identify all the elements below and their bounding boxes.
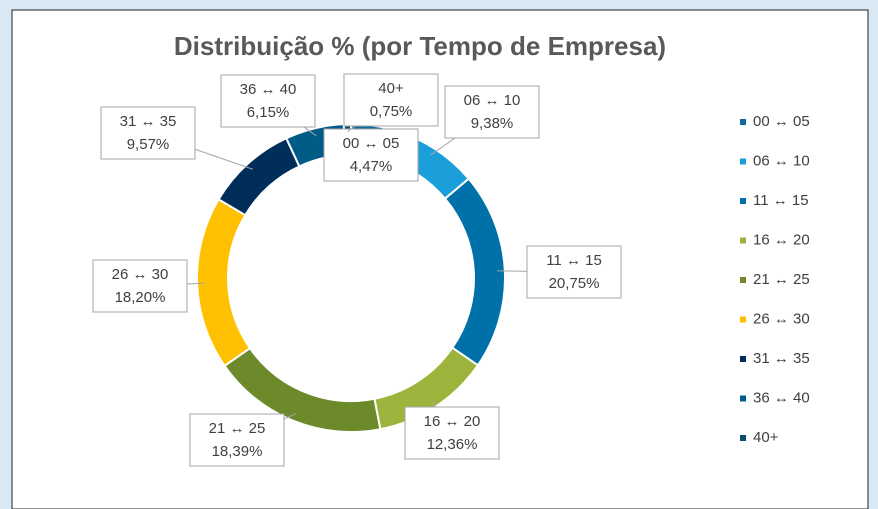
legend-label: 21 ↔ 25	[753, 271, 810, 288]
legend-marker	[740, 237, 746, 244]
data-label-box	[323, 128, 419, 182]
data-label-category: 21 ↔ 25	[209, 420, 266, 437]
data-label-category: 31 ↔ 35	[120, 113, 177, 130]
legend-label: 36 ↔ 40	[753, 389, 810, 406]
data-label-box	[526, 245, 622, 299]
data-label-category: 06 ↔ 10	[464, 92, 521, 109]
legend-label: 06 ↔ 10	[753, 152, 810, 169]
data-label-category: 11 ↔ 15	[546, 252, 602, 269]
data-label-box	[444, 85, 540, 139]
data-label-box	[220, 74, 316, 128]
data-label-value: 12,36%	[427, 436, 478, 453]
legend-marker	[740, 277, 746, 283]
data-label-box	[189, 413, 285, 467]
legend-marker	[740, 198, 746, 204]
legend-label: 16 ↔ 20	[753, 231, 810, 248]
data-label-value: 4,47%	[350, 158, 393, 175]
legend-marker	[740, 158, 746, 165]
legend-label: 00 ↔ 05	[753, 113, 810, 130]
data-label-category: 40+	[378, 80, 404, 97]
data-label-value: 18,39%	[212, 443, 263, 460]
legend-label: 31 ↔ 35	[753, 350, 810, 367]
legend-marker	[740, 119, 746, 125]
data-label-value: 9,38%	[471, 115, 514, 132]
legend-marker	[740, 356, 746, 362]
data-label-box	[100, 106, 196, 160]
legend-marker	[740, 435, 746, 441]
legend-marker	[740, 316, 746, 323]
data-label-category: 00 ↔ 05	[343, 135, 400, 152]
data-label-value: 18,20%	[115, 289, 166, 306]
data-label-value: 9,57%	[127, 136, 170, 153]
legend-label: 11 ↔ 15	[753, 192, 809, 209]
data-label-box	[343, 73, 439, 127]
data-label-box	[404, 406, 500, 460]
data-label-value: 0,75%	[370, 103, 413, 120]
legend-label: 40+	[753, 429, 779, 446]
data-label-box	[92, 259, 188, 313]
legend-marker	[740, 395, 746, 402]
legend-label: 26 ↔ 30	[753, 310, 810, 327]
data-label-value: 6,15%	[247, 104, 290, 121]
data-label-category: 26 ↔ 30	[112, 266, 169, 283]
data-label-category: 36 ↔ 40	[240, 81, 297, 98]
data-label-category: 16 ↔ 20	[424, 413, 481, 430]
data-label-value: 20,75%	[549, 275, 600, 292]
chart-title: Distribuição % (por Tempo de Empresa)	[174, 31, 666, 61]
